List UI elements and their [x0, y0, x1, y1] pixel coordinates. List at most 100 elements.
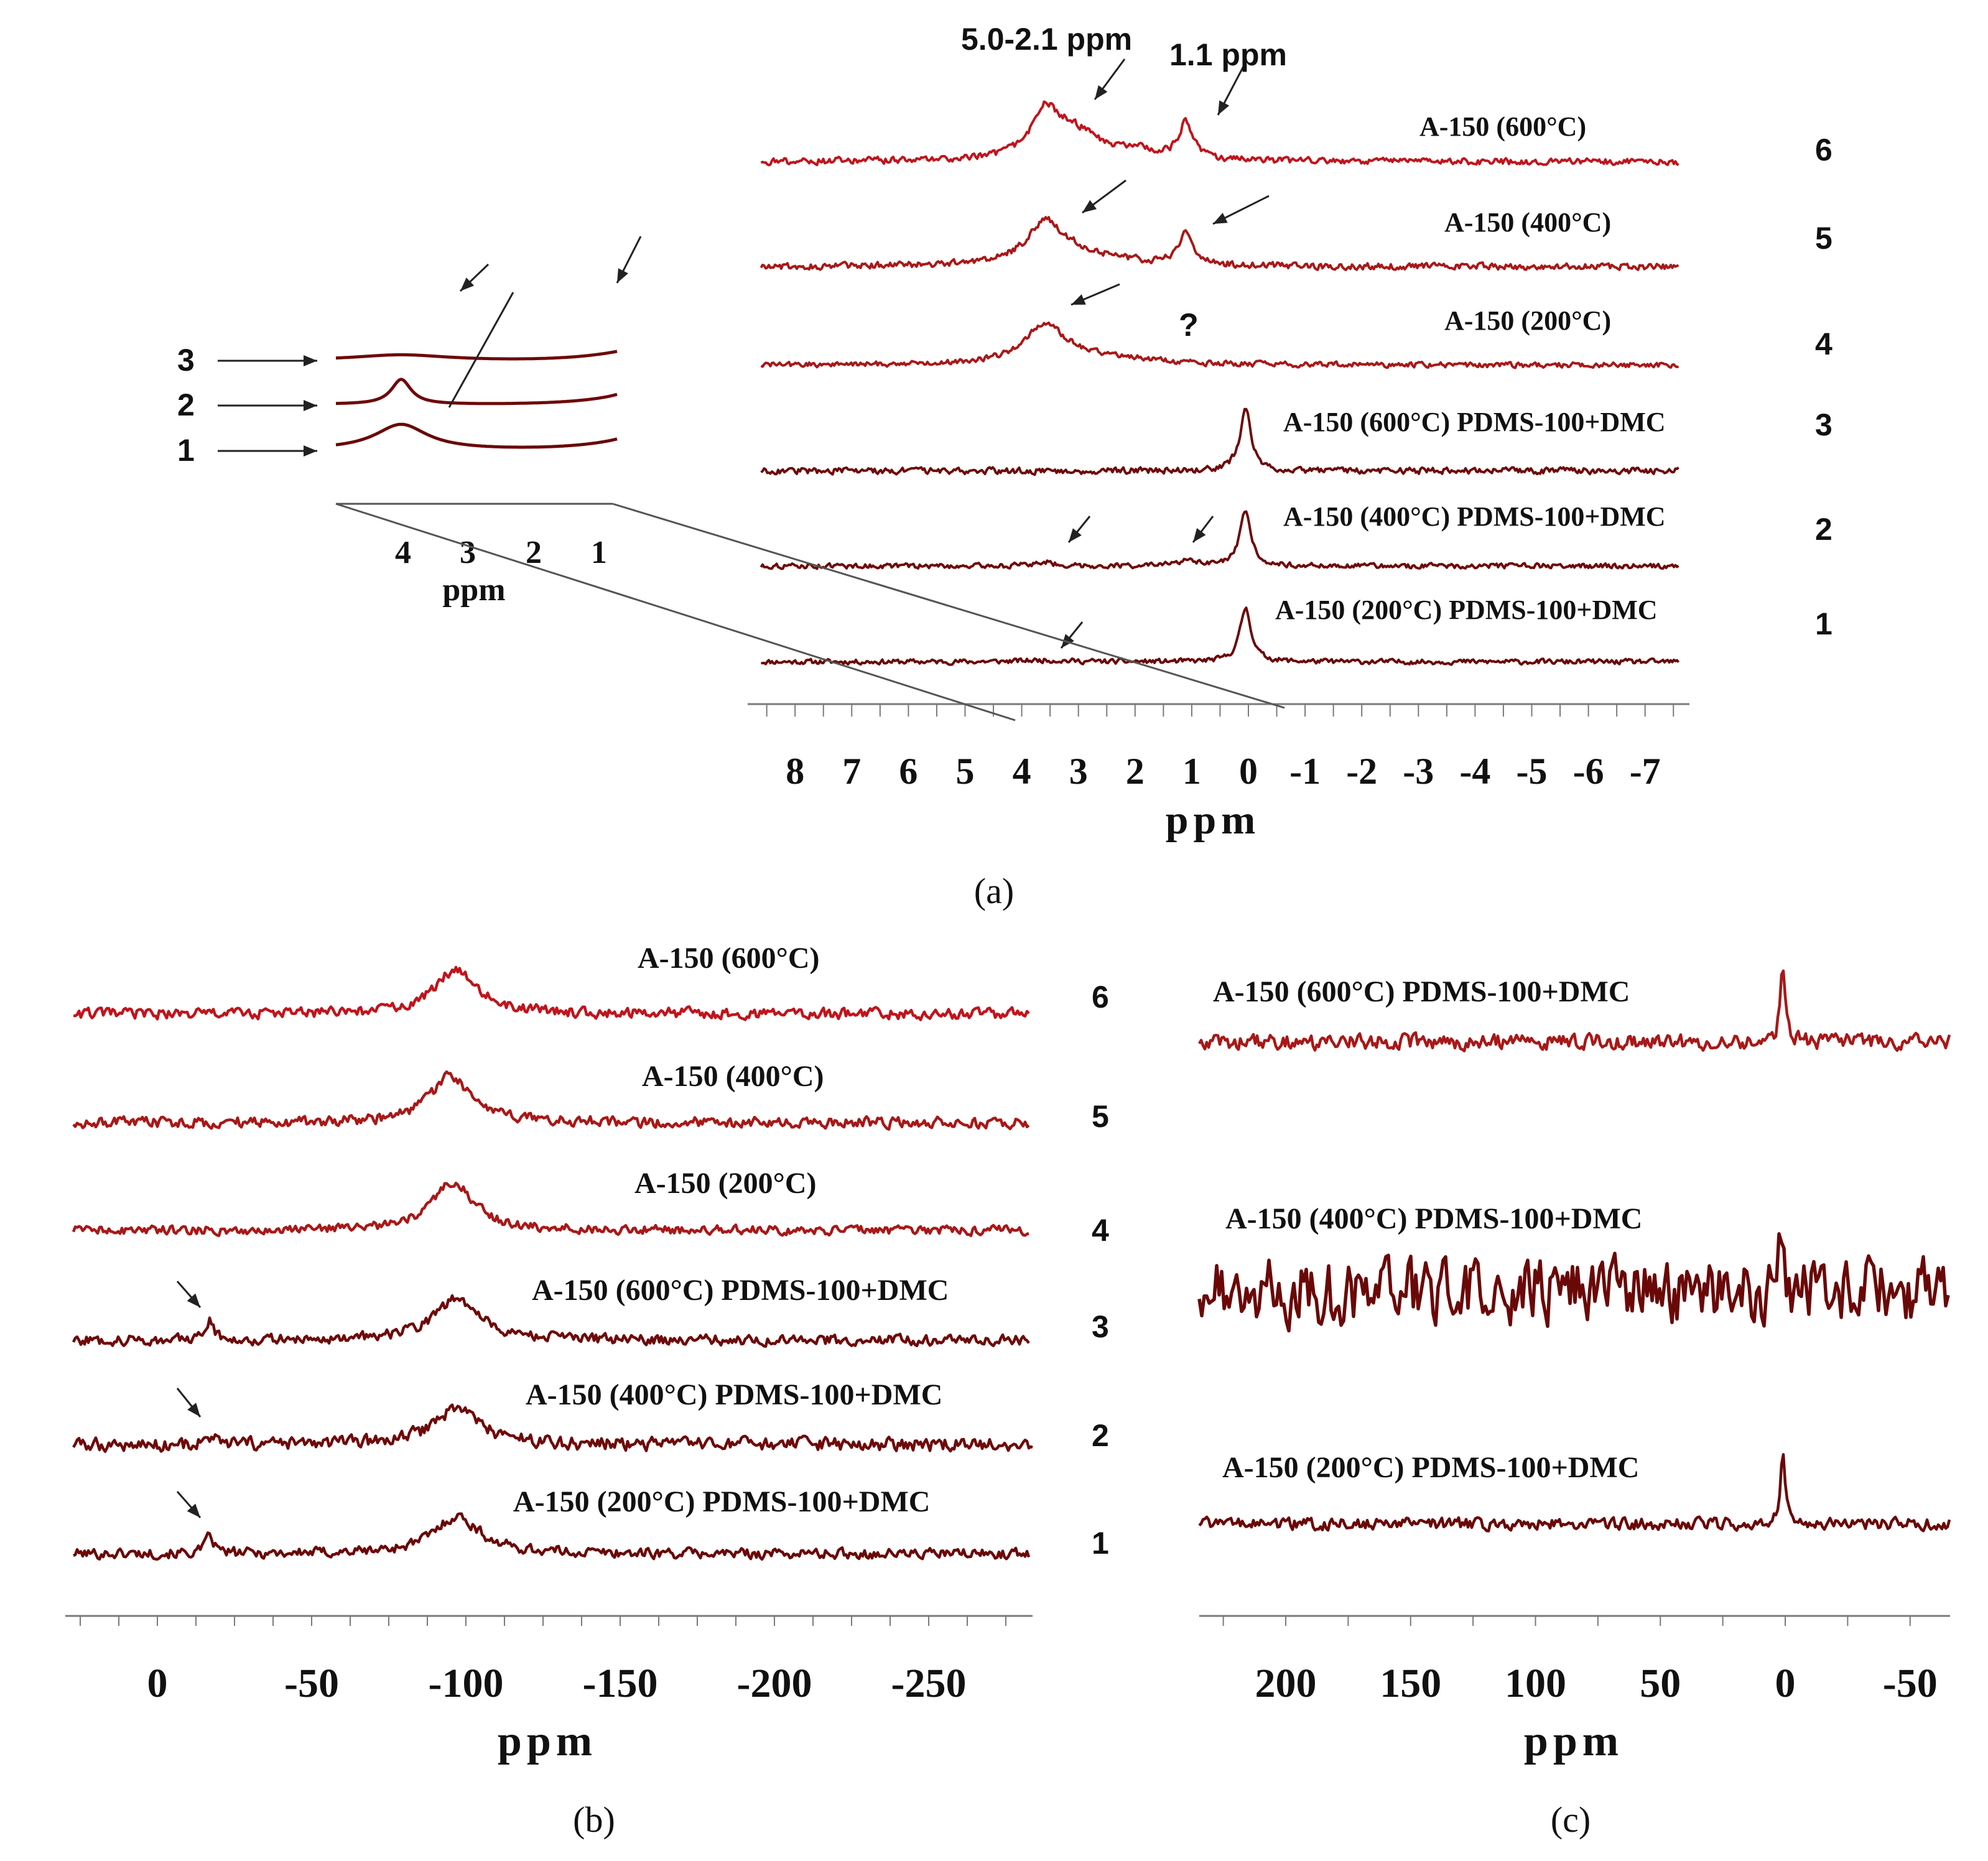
arrow-head	[1213, 213, 1228, 224]
tick-label: 5	[956, 751, 975, 792]
panel-a: A-150 (200°C) PDMS-100+DMC 1 A-150 (400°C)…	[177, 22, 1832, 911]
tick-label: 150	[1380, 1661, 1441, 1706]
series-line	[760, 407, 1679, 476]
spectrum-a-3: A-150 (600°C) PDMS-100+DMC 3	[760, 407, 1832, 476]
series-line	[760, 322, 1679, 369]
arrow-head	[304, 355, 317, 366]
series-label: A-150 (600°C) PDMS-100+DMC	[1283, 407, 1666, 437]
spectrum-c-2: A-150 (400°C) PDMS-100+DMC	[1197, 1202, 1950, 1333]
series-number: 4	[1815, 327, 1832, 361]
series-label: A-150 (600°C) PDMS-100+DMC	[1213, 975, 1630, 1008]
panel-label: (b)	[573, 1799, 615, 1840]
spectrum-c-3: A-150 (600°C) PDMS-100+DMC	[1198, 969, 1951, 1052]
inset-arrow-3.6ppm	[459, 263, 490, 292]
spectrum-b-1: A-150 (200°C) PDMS-100+DMC 1	[73, 1485, 1109, 1561]
tick-label: 50	[1640, 1661, 1681, 1706]
arrow-s6-1.1ppm	[1217, 65, 1245, 116]
arrow-b2	[176, 1388, 202, 1418]
series-line	[72, 1181, 1029, 1238]
series-number: 1	[1815, 606, 1832, 641]
series-label: A-150 (200°C)	[1444, 305, 1611, 336]
inset-pointer-line	[448, 292, 514, 408]
series-number: 5	[1815, 221, 1832, 256]
annotation-5.0-2.1-ppm: 5.0-2.1 ppm	[961, 22, 1132, 57]
spectrum-a-2: A-150 (400°C) PDMS-100+DMC 2	[759, 501, 1832, 570]
arrow-s6-3.2ppm	[1094, 58, 1126, 100]
arrow-head	[1071, 294, 1086, 305]
series-number: 6	[1815, 132, 1832, 167]
panel-label: (a)	[974, 871, 1014, 911]
panel-c: A-150 (200°C) PDMS-100+DMC A-150 (400°C) …	[1197, 969, 1951, 1840]
spectrum-a-6: A-150 (600°C) 6	[760, 100, 1832, 167]
spectrum-b-5: A-150 (400°C) 5	[72, 1060, 1109, 1134]
arrow-s5-3.2ppm	[1082, 179, 1126, 214]
tick-label: -250	[891, 1661, 967, 1706]
series-number: 2	[1092, 1418, 1109, 1453]
tick-label: 4	[1013, 751, 1031, 792]
series-label: A-150 (400°C) PDMS-100+DMC	[526, 1378, 942, 1411]
arrow-head	[1082, 200, 1097, 213]
series-label: A-150 (400°C) PDMS-100+DMC	[1225, 1202, 1642, 1235]
tick-label: 1	[1182, 751, 1201, 792]
tick-label: 2	[1126, 751, 1145, 792]
spectrum-a-1: A-150 (200°C) PDMS-100+DMC 1	[761, 595, 1832, 666]
tick-label: -150	[583, 1661, 658, 1706]
series-number: 3	[1092, 1309, 1109, 1344]
series-number: 4	[1092, 1213, 1109, 1248]
arrow-b1	[176, 1491, 202, 1518]
tick-label: 7	[842, 751, 861, 792]
inset-number: 1	[177, 433, 195, 468]
series-label: A-150 (400°C)	[642, 1060, 824, 1093]
series-label: A-150 (400°C)	[1444, 207, 1611, 238]
series-line	[1197, 1232, 1950, 1333]
arrow-head	[187, 1503, 200, 1518]
tick-label: 0	[1775, 1661, 1796, 1706]
series-label: A-150 (200°C)	[634, 1167, 816, 1200]
inset-arrow-1.1ppm	[616, 236, 642, 284]
inset-tick-label: 1	[591, 535, 607, 570]
series-label: A-150 (200°C) PDMS-100+DMC	[1275, 595, 1658, 625]
series-line	[72, 1294, 1030, 1348]
tick-label: 6	[899, 751, 917, 792]
inset-number: 2	[177, 388, 195, 422]
tick-label: 200	[1255, 1661, 1317, 1706]
tick-label: -3	[1403, 751, 1434, 792]
arrow-s2-1.1ppm	[1192, 516, 1214, 543]
tick-label: -6	[1573, 751, 1604, 792]
arrow-head	[1069, 528, 1082, 542]
series-number: 2	[1815, 512, 1832, 547]
arrow-b3	[176, 1281, 202, 1308]
arrow-s2-3.6ppm	[1067, 516, 1091, 543]
arrow-head	[1095, 85, 1108, 100]
x-axis-label: ppm	[1166, 797, 1260, 843]
spectrum-b-2: A-150 (400°C) PDMS-100+DMC 2	[72, 1378, 1109, 1453]
tick-label: -100	[429, 1661, 504, 1706]
series-line	[72, 1070, 1030, 1131]
series-label: A-150 (200°C) PDMS-100+DMC	[1222, 1451, 1639, 1484]
inset-tick-label: 3	[460, 535, 476, 570]
series-line	[1198, 969, 1951, 1052]
inset-tick-label: 4	[395, 535, 411, 570]
inset-spectrum-2	[336, 378, 618, 406]
series-label: A-150 (600°C)	[638, 942, 819, 975]
tick-label: -7	[1630, 751, 1661, 792]
arrow-s4	[1071, 283, 1120, 306]
x-axis-label: ppm	[1524, 1717, 1623, 1765]
x-axis-c: 200 150 100 50 0 -50 ppm	[1199, 1615, 1950, 1765]
panel-label: (c)	[1551, 1799, 1591, 1840]
tick-label: 8	[786, 751, 804, 792]
x-axis-a: 8 7 6 5 4 3 2 1 0 -1 -2 -3 -4 -5 -6 -7 ppm	[748, 703, 1689, 843]
spectrum-a-5: A-150 (400°C) 5	[759, 207, 1832, 271]
inset-pointer-arrow	[218, 355, 317, 366]
series-number: 5	[1092, 1099, 1109, 1134]
series-label: A-150 (200°C) PDMS-100+DMC	[513, 1485, 930, 1518]
spectrum-b-3: A-150 (600°C) PDMS-100+DMC 3	[72, 1274, 1109, 1348]
tick-label: -4	[1459, 751, 1490, 792]
inset-pointer-arrow	[218, 400, 317, 411]
series-line	[73, 1512, 1031, 1561]
arrow-head	[460, 277, 475, 291]
spectrum-b-4: A-150 (200°C) 4	[72, 1167, 1109, 1248]
spectrum-b-6: A-150 (600°C) 6	[73, 942, 1109, 1021]
series-line	[73, 965, 1030, 1021]
